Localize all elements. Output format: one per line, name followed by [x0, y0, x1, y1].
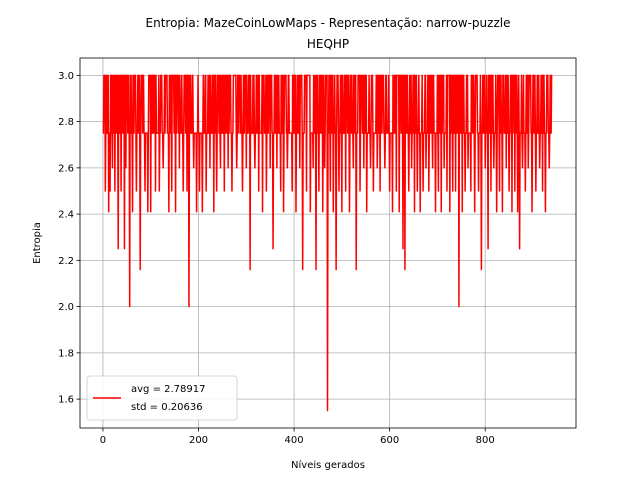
legend-avg: avg = 2.78917 — [131, 384, 205, 395]
x-axis-ticks: 0 200 400 600 800 — [100, 428, 495, 446]
legend: avg = 2.78917 std = 0.20636 — [86, 375, 238, 421]
y-tick-label: 1.8 — [58, 348, 74, 359]
y-tick-label: 1.6 — [58, 395, 74, 406]
y-tick-label: 2.6 — [58, 163, 74, 174]
y-axis-ticks: 1.6 1.8 2.0 2.2 2.4 2.6 2.8 3.0 — [58, 71, 80, 406]
y-tick-label: 2.0 — [58, 302, 74, 313]
chart-title-line1: Entropia: MazeCoinLowMaps - Representaçã… — [146, 16, 511, 30]
y-tick-label: 2.2 — [58, 256, 74, 267]
series-line-entropy — [102, 74, 553, 412]
legend-box — [86, 375, 238, 421]
plot-area-frame — [79, 57, 577, 429]
legend-std: std = 0.20636 — [131, 402, 203, 413]
series-layer — [102, 74, 553, 412]
y-tick-label: 2.4 — [58, 210, 74, 221]
x-tick-label: 200 — [189, 435, 208, 446]
x-axis-label: Níveis gerados — [291, 459, 365, 471]
x-tick-label: 0 — [100, 435, 106, 446]
y-tick-label: 2.8 — [58, 117, 74, 128]
x-tick-label: 800 — [476, 435, 495, 446]
x-tick-label: 400 — [285, 435, 304, 446]
y-axis-label: Entropia — [32, 222, 43, 264]
chart-title-line2: HEQHP — [307, 37, 349, 51]
y-tick-label: 3.0 — [58, 71, 74, 82]
x-tick-label: 600 — [380, 435, 399, 446]
